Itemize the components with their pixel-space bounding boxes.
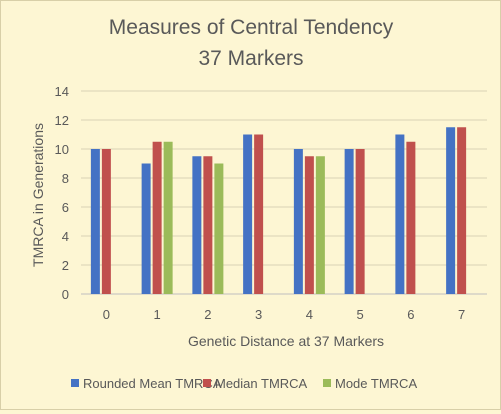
bar-median-tmrca-2 bbox=[203, 156, 213, 294]
bar-rounded-mean-tmrca-4 bbox=[293, 149, 303, 294]
x-tick-label: 3 bbox=[255, 307, 262, 322]
bar-rounded-mean-tmrca-3 bbox=[243, 134, 253, 294]
x-tick-label: 4 bbox=[306, 307, 313, 322]
legend-label: Mode TMRCA bbox=[335, 376, 417, 391]
bar-rounded-mean-tmrca-6 bbox=[395, 134, 405, 294]
x-axis-ticks: 0 1 2 3 4 5 6 7 bbox=[103, 307, 465, 322]
bar-rounded-mean-tmrca-2 bbox=[192, 156, 202, 294]
bar-median-tmrca-1 bbox=[152, 141, 162, 294]
bar-rounded-mean-tmrca-7 bbox=[446, 127, 456, 294]
bar-rounded-mean-tmrca-5 bbox=[344, 149, 354, 294]
y-tick-label: 6 bbox=[62, 200, 69, 215]
bar-median-tmrca-7 bbox=[457, 127, 467, 294]
bar-median-tmrca-4 bbox=[304, 156, 314, 294]
bar-median-tmrca-5 bbox=[355, 149, 365, 294]
x-tick-label: 7 bbox=[458, 307, 465, 322]
chart-title: Measures of Central Tendency bbox=[109, 16, 394, 39]
bar-median-tmrca-6 bbox=[406, 141, 416, 294]
y-tick-label: 8 bbox=[62, 171, 69, 186]
x-tick-label: 5 bbox=[357, 307, 364, 322]
y-axis-ticks: 0 2 4 6 8 10 12 14 bbox=[55, 84, 69, 302]
bar-mode-tmrca-4 bbox=[315, 156, 325, 294]
x-tick-label: 2 bbox=[204, 307, 211, 322]
y-tick-label: 4 bbox=[62, 229, 69, 244]
legend-label: Median TMRCA bbox=[215, 376, 308, 391]
bars bbox=[90, 127, 467, 294]
x-axis-label: Genetic Distance at 37 Markers bbox=[188, 333, 384, 349]
legend-swatch bbox=[323, 379, 331, 387]
y-tick-label: 10 bbox=[55, 142, 69, 157]
y-tick-label: 0 bbox=[62, 287, 69, 302]
y-tick-label: 2 bbox=[62, 258, 69, 273]
bar-rounded-mean-tmrca-1 bbox=[141, 163, 151, 294]
legend-swatch bbox=[71, 379, 79, 387]
y-tick-label: 12 bbox=[55, 113, 69, 128]
bar-median-tmrca-3 bbox=[254, 134, 264, 294]
bar-rounded-mean-tmrca-0 bbox=[90, 149, 100, 294]
bar-mode-tmrca-2 bbox=[214, 163, 224, 294]
chart-subtitle: 37 Markers bbox=[198, 47, 303, 70]
legend-swatch bbox=[203, 379, 211, 387]
x-tick-label: 1 bbox=[154, 307, 161, 322]
y-axis-label: TMRCA in Generations bbox=[30, 123, 46, 267]
y-tick-label: 14 bbox=[55, 84, 69, 99]
bar-mode-tmrca-1 bbox=[163, 141, 173, 294]
x-tick-label: 0 bbox=[103, 307, 110, 322]
bar-median-tmrca-0 bbox=[101, 149, 111, 294]
legend-label: Rounded Mean TMRCA bbox=[83, 376, 222, 391]
x-tick-label: 6 bbox=[407, 307, 414, 322]
